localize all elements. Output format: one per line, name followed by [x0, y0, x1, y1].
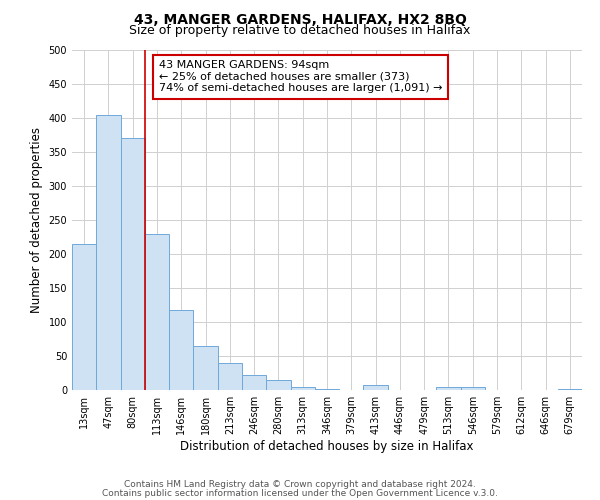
- Text: Contains public sector information licensed under the Open Government Licence v.: Contains public sector information licen…: [102, 488, 498, 498]
- X-axis label: Distribution of detached houses by size in Halifax: Distribution of detached houses by size …: [180, 440, 474, 453]
- Text: Contains HM Land Registry data © Crown copyright and database right 2024.: Contains HM Land Registry data © Crown c…: [124, 480, 476, 489]
- Bar: [364, 384, 388, 390]
- Bar: [242, 375, 266, 390]
- Bar: [461, 386, 485, 390]
- Bar: [145, 234, 169, 390]
- Bar: [96, 114, 121, 390]
- Bar: [558, 388, 582, 390]
- Text: 43 MANGER GARDENS: 94sqm
← 25% of detached houses are smaller (373)
74% of semi-: 43 MANGER GARDENS: 94sqm ← 25% of detach…: [158, 60, 442, 94]
- Bar: [436, 386, 461, 390]
- Bar: [315, 388, 339, 390]
- Bar: [266, 380, 290, 390]
- Bar: [121, 138, 145, 390]
- Text: Size of property relative to detached houses in Halifax: Size of property relative to detached ho…: [130, 24, 470, 37]
- Y-axis label: Number of detached properties: Number of detached properties: [30, 127, 43, 313]
- Bar: [169, 310, 193, 390]
- Bar: [218, 363, 242, 390]
- Bar: [193, 346, 218, 390]
- Bar: [72, 244, 96, 390]
- Bar: [290, 386, 315, 390]
- Text: 43, MANGER GARDENS, HALIFAX, HX2 8BQ: 43, MANGER GARDENS, HALIFAX, HX2 8BQ: [134, 12, 466, 26]
